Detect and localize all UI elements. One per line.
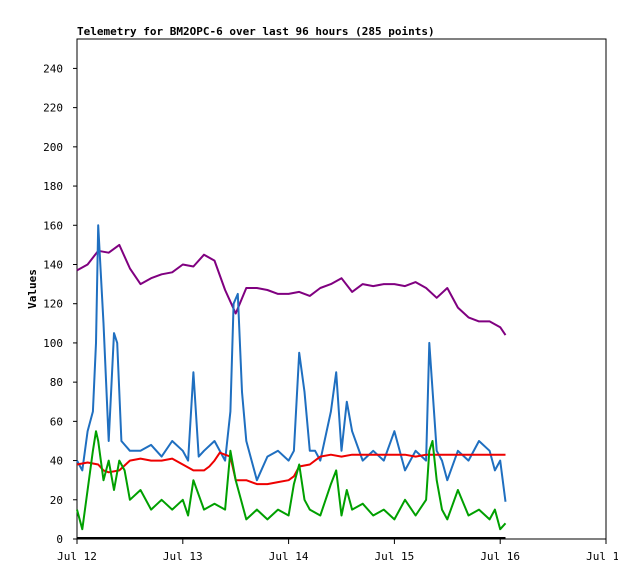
series-line-1	[76, 243, 507, 336]
y-axis-label: Values	[26, 269, 39, 309]
y-axis-ticks: 0 20 40 60 80 100 120 140 160 180 200 220 240	[43, 62, 77, 546]
y-tick-label: 100	[43, 337, 63, 350]
x-tick-label: Jul 15	[375, 550, 415, 563]
y-tick-label: 60	[50, 415, 63, 428]
y-tick-label: 80	[50, 376, 63, 389]
series-line-2	[76, 224, 507, 502]
y-tick-label: 200	[43, 141, 63, 154]
x-tick-label: Jul 13	[163, 550, 203, 563]
x-tick-label: Jul 14	[269, 550, 309, 563]
y-tick-label: 40	[50, 455, 63, 468]
y-tick-label: 20	[50, 494, 63, 507]
y-tick-label: 160	[43, 219, 63, 232]
y-tick-label: 180	[43, 180, 63, 193]
x-tick-label: Jul 12	[57, 550, 97, 563]
x-tick-label: Jul 17	[586, 550, 618, 563]
series-line-4	[76, 430, 507, 531]
x-axis-ticks: Jul 12 Jul 13 Jul 14 Jul 15 Jul 16 Jul 17	[57, 537, 618, 563]
y-tick-label: 220	[43, 102, 63, 115]
series-layer	[76, 224, 507, 531]
y-tick-label: 240	[43, 62, 63, 75]
y-tick-label: 0	[56, 533, 63, 546]
plot-frame	[76, 38, 607, 540]
y-tick-label: 140	[43, 258, 63, 271]
x-tick-label: Jul 16	[480, 550, 520, 563]
chart-title: Telemetry for BM2OPC-6 over last 96 hour…	[77, 25, 435, 38]
y-tick-label: 120	[43, 298, 63, 311]
